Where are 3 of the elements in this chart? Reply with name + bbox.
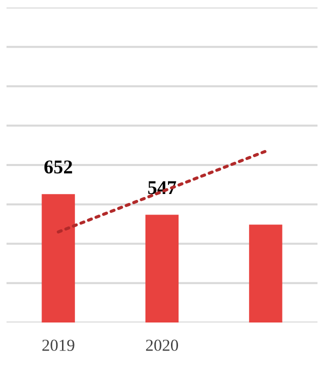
x-tick-label: 2019 [42, 340, 74, 351]
x-tick-label: 2020 [146, 340, 178, 351]
data-label: 652 [44, 160, 72, 174]
